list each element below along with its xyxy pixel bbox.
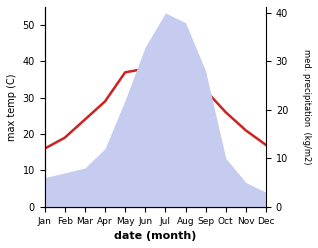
Y-axis label: med. precipitation  (kg/m2): med. precipitation (kg/m2) [302,49,311,165]
Y-axis label: max temp (C): max temp (C) [7,73,17,141]
X-axis label: date (month): date (month) [114,231,197,241]
